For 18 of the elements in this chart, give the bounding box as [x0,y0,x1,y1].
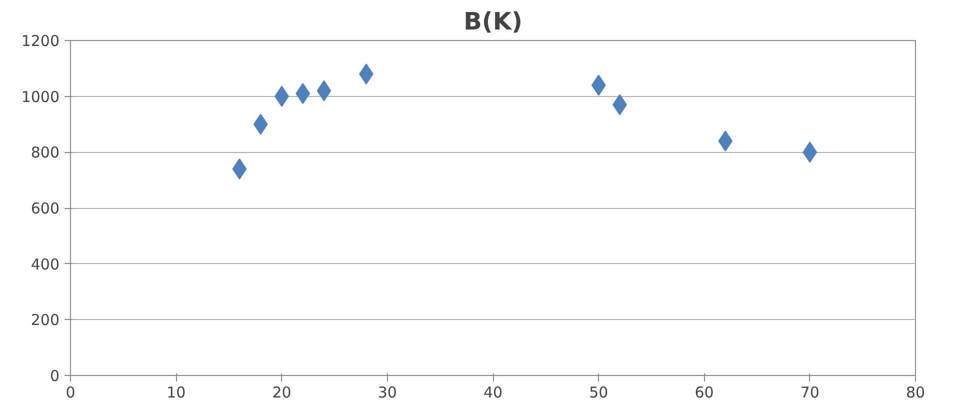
x-tick-label: 60 [694,384,714,402]
x-tick-label: 80 [906,384,926,402]
y-tick-label: 1000 [21,88,60,106]
chart-title: B(K) [464,8,522,36]
y-tick-label: 400 [30,255,60,274]
y-tick-label: 800 [30,144,60,162]
point [718,130,733,152]
x-tick-label: 10 [166,384,186,402]
y-tick-label: 1200 [21,32,60,50]
x-tick-label: 50 [589,384,608,402]
x-tick-label: 30 [378,384,397,402]
y-tick-label: 0 [50,367,60,385]
x-tick-label: 70 [800,384,820,402]
x-tick-label: 0 [66,384,76,402]
y-tick-label: 200 [30,311,60,330]
y-tick-label: 600 [30,200,60,218]
x-tick-label: 40 [483,384,503,402]
x-tick-label: 20 [272,384,292,402]
